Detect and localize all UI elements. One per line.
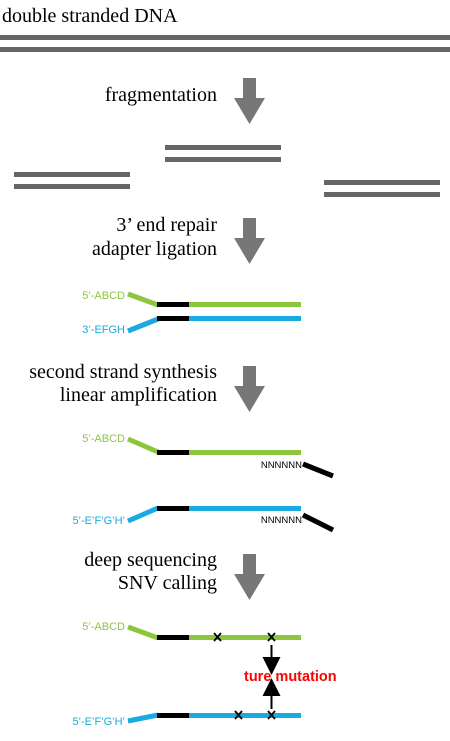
sequenced-read-top bbox=[127, 624, 301, 641]
step4-label-line2: SNV calling bbox=[118, 572, 217, 594]
cross-icon bbox=[267, 710, 276, 720]
sequence-5prime-complement: 5’-E’F’G’H’ bbox=[72, 515, 125, 527]
adapter-ligated-strands bbox=[127, 291, 301, 334]
step1-label: fragmentation bbox=[105, 84, 217, 106]
down-arrow-icon bbox=[234, 218, 265, 264]
cross-icon bbox=[234, 710, 243, 720]
true-mutation-label: ture mutation bbox=[244, 669, 337, 685]
title-label: double stranded DNA bbox=[2, 5, 178, 27]
dna-fragment-middle bbox=[165, 145, 281, 162]
sequence-5prime-complement: 5’-E’F’G’H’ bbox=[72, 716, 125, 728]
down-arrow-icon bbox=[234, 366, 265, 412]
sequence-5prime-abcd: 5’-ABCD bbox=[82, 433, 125, 445]
dna-double-strand bbox=[0, 35, 450, 52]
down-arrow-icon bbox=[234, 78, 265, 124]
step3-label-line2: linear amplification bbox=[60, 384, 217, 406]
sequence-5prime-abcd: 5’-ABCD bbox=[82, 621, 125, 633]
random-primer-label: NNNNNN bbox=[261, 460, 302, 471]
dna-fragment-left bbox=[14, 172, 130, 189]
amplified-strand-bottom bbox=[127, 505, 335, 533]
cross-icon bbox=[267, 632, 276, 642]
step3-label-line1: second strand synthesis bbox=[29, 361, 217, 383]
amplified-strand-top bbox=[127, 436, 334, 479]
cross-icon bbox=[213, 632, 222, 642]
sequence-5prime-abcd: 5’-ABCD bbox=[82, 290, 125, 302]
sequenced-read-bottom bbox=[127, 712, 301, 724]
sequence-3prime-efgh: 3’-EFGH bbox=[82, 324, 125, 336]
step2-label-line2: adapter ligation bbox=[92, 238, 217, 260]
step4-label-line1: deep sequencing bbox=[84, 549, 217, 571]
down-arrow-icon bbox=[234, 554, 265, 600]
dna-fragment-right bbox=[324, 180, 440, 197]
random-primer-label: NNNNNN bbox=[261, 515, 302, 526]
step2-label-line1: 3’ end repair bbox=[116, 214, 217, 236]
